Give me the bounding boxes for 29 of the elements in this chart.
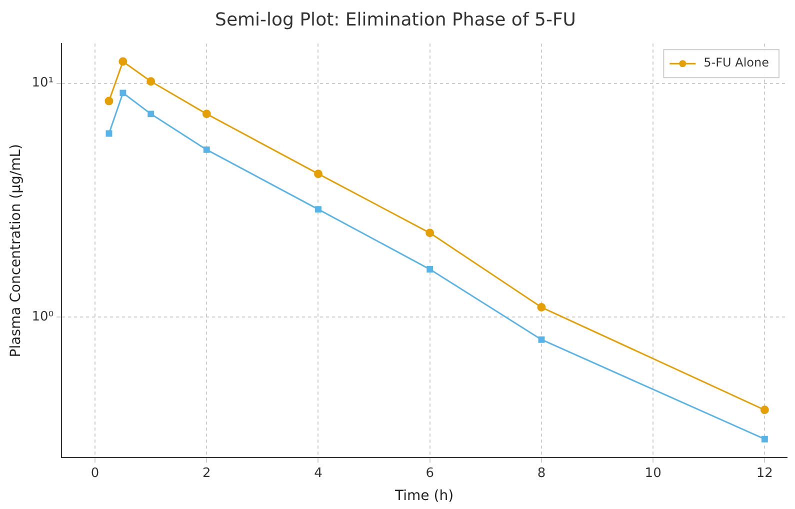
point (538, 336, 545, 343)
chart-title: Semi-log Plot: Elimination Phase of 5-FU (215, 9, 576, 30)
legend-label: 5-FU Alone (704, 56, 770, 70)
x-tick-label: 12 (756, 466, 773, 481)
point (146, 77, 156, 86)
point (202, 110, 211, 118)
point (426, 228, 434, 238)
x-tick-label: 6 (426, 466, 434, 481)
x-tick-label: 8 (537, 466, 546, 481)
y-tick-label: 10¹ (32, 76, 54, 91)
x-tick-label: 4 (314, 466, 322, 481)
point (314, 170, 322, 178)
point (760, 406, 769, 414)
point (120, 90, 126, 96)
y-tick-label: 10⁰ (32, 309, 54, 324)
point (106, 130, 112, 137)
point (426, 266, 434, 273)
x-axis-title: Time (h) (394, 488, 454, 504)
point (118, 57, 128, 66)
x-tick-label: 10 (644, 466, 662, 481)
point (203, 146, 210, 153)
x-tick-label: 2 (202, 466, 211, 481)
point (148, 110, 154, 118)
point (537, 303, 546, 312)
point (761, 436, 768, 442)
point (315, 206, 322, 213)
point (104, 96, 114, 106)
x-tick-label: 0 (90, 466, 100, 481)
y-axis-title: Plasma Concentration (µg/mL) (8, 144, 24, 358)
